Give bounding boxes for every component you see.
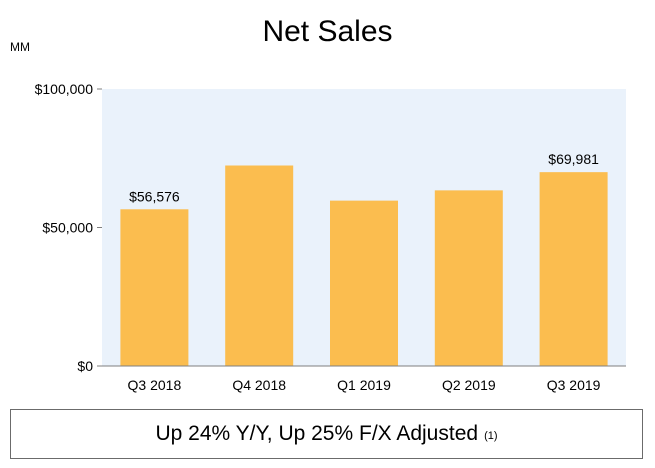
y-tick-label: $0 bbox=[77, 358, 93, 374]
y-axis-ticks: $0 $50,000 $100,000 bbox=[35, 81, 102, 374]
bars bbox=[120, 165, 608, 366]
data-label: $69,981 bbox=[548, 151, 599, 167]
x-tick-label: Q4 2018 bbox=[232, 377, 286, 393]
x-tick-label: Q2 2019 bbox=[442, 377, 496, 393]
bar-q1-2019 bbox=[330, 200, 398, 366]
bar-q3-2019 bbox=[539, 172, 608, 366]
data-label: $56,576 bbox=[129, 188, 180, 204]
data-labels: $56,576 $69,981 bbox=[129, 151, 599, 204]
x-tick-label: Q1 2019 bbox=[337, 377, 391, 393]
x-tick-label: Q3 2019 bbox=[547, 377, 601, 393]
growth-summary-text: Up 24% Y/Y, Up 25% F/X Adjusted bbox=[155, 422, 479, 445]
footnote-marker: (1) bbox=[484, 430, 498, 442]
unit-label: MM bbox=[10, 40, 30, 54]
growth-summary-box: Up 24% Y/Y, Up 25% F/X Adjusted (1) bbox=[10, 409, 643, 459]
bar-q3-2018 bbox=[120, 209, 189, 366]
x-tick-label: Q3 2018 bbox=[128, 377, 182, 393]
chart-title: Net Sales bbox=[262, 15, 393, 48]
y-tick-label: $100,000 bbox=[35, 81, 94, 97]
net-sales-bar-chart: $0$50,000$100,000 Q3 2018 Q4 2018 Q1 2019 Q… bbox=[35, 81, 626, 393]
bar-q4-2018 bbox=[225, 165, 294, 366]
bar-q2-2019 bbox=[434, 190, 503, 366]
x-axis-labels: Q3 2018 Q4 2018 Q1 2019 Q2 2019 Q3 2019 bbox=[128, 377, 601, 393]
y-tick-label: $50,000 bbox=[42, 220, 93, 236]
